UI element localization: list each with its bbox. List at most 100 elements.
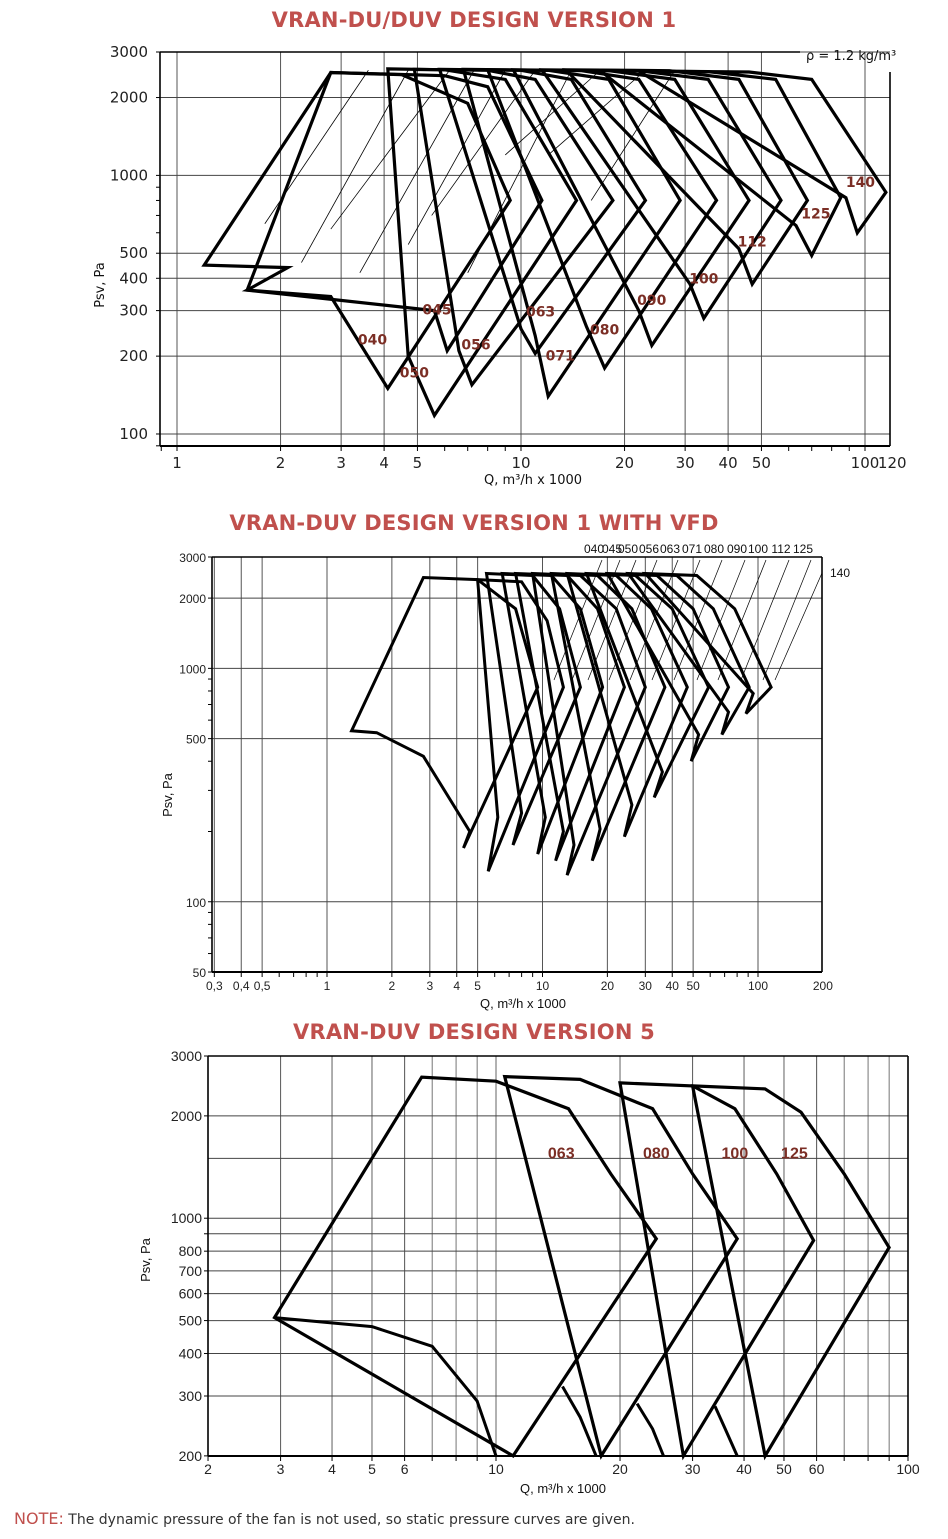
x-tick-label: 200 xyxy=(813,979,833,993)
size-label-080: 080 xyxy=(590,322,619,338)
size-label-125: 125 xyxy=(781,1145,808,1162)
lower-curve-063 xyxy=(274,1316,498,1457)
x-tick-label: 10 xyxy=(536,979,550,993)
x-axis-label: Q, m³/h x 1000 xyxy=(480,996,566,1011)
curves xyxy=(349,571,773,876)
y-tick-label: 100 xyxy=(119,425,148,443)
y-tick-label: 300 xyxy=(119,302,148,320)
x-tick-label: 2 xyxy=(276,454,286,472)
y-tick-label: 1000 xyxy=(179,662,206,676)
spur-curve-080 xyxy=(635,1402,665,1457)
y-tick-label: 700 xyxy=(179,1263,203,1279)
fan-curve-063 xyxy=(272,1075,659,1459)
legend-label-125: 125 xyxy=(793,542,813,556)
x-tick-label: 50 xyxy=(776,1461,792,1477)
x-tick-label: 10 xyxy=(488,1461,504,1477)
x-tick-label: 3 xyxy=(426,979,433,993)
x-tick-label: 0,4 xyxy=(233,979,250,993)
y-tick-label: 2000 xyxy=(179,592,206,606)
x-axis-label: Q, m³/h x 1000 xyxy=(520,1481,606,1496)
fan-curve-040 xyxy=(349,575,540,849)
y-tick-label: 500 xyxy=(186,733,206,747)
y-axis-label: Psv, Pa xyxy=(138,1237,153,1282)
curves xyxy=(272,1074,891,1461)
x-tick-label: 10 xyxy=(511,454,530,472)
size-label-056: 056 xyxy=(461,338,490,354)
size-label-063: 063 xyxy=(526,304,555,320)
legend-label-045: 045 xyxy=(602,542,622,556)
x-tick-label: 0,3 xyxy=(206,979,223,993)
fan-curve-071 xyxy=(461,67,682,401)
grid xyxy=(212,556,822,973)
fan-curve-125 xyxy=(690,1084,891,1461)
y-tick-label: 2000 xyxy=(110,89,148,107)
note-label: NOTE: xyxy=(14,1509,64,1528)
spur-curve-100 xyxy=(713,1405,739,1457)
y-tick-label: 1000 xyxy=(110,166,148,184)
y-tick-label: 50 xyxy=(193,966,207,980)
x-tick-label: 0,5 xyxy=(254,979,271,993)
y-tick-label: 500 xyxy=(179,1313,203,1329)
y-tick-label: 500 xyxy=(119,244,148,262)
legend-label-050: 050 xyxy=(618,542,638,556)
x-tick-label: 2 xyxy=(389,979,396,993)
x-tick-label: 40 xyxy=(666,979,680,993)
x-axis-label: Q, m³/h x 1000 xyxy=(484,473,582,488)
size-label-040: 040 xyxy=(358,332,387,348)
size-label-090: 090 xyxy=(637,293,666,309)
thin-guide-lines xyxy=(264,69,676,274)
y-tick-label: 300 xyxy=(179,1388,203,1404)
y-tick-label: 400 xyxy=(119,269,148,287)
x-tick-label: 50 xyxy=(686,979,700,993)
x-tick-label: 5 xyxy=(368,1461,376,1477)
size-label-100: 100 xyxy=(722,1145,749,1162)
y-tick-label: 100 xyxy=(186,896,206,910)
x-tick-label: 20 xyxy=(601,979,615,993)
x-tick-label: 4 xyxy=(453,979,460,993)
x-tick-label: 120 xyxy=(878,454,907,472)
x-tick-label: 5 xyxy=(413,454,423,472)
x-tick-label: 100 xyxy=(896,1461,920,1477)
y-tick-label: 3000 xyxy=(179,551,206,565)
size-label-045: 045 xyxy=(422,302,451,318)
y-tick-label: 400 xyxy=(179,1346,203,1362)
size-label-080: 080 xyxy=(643,1145,670,1162)
legend-label-056: 056 xyxy=(639,542,659,556)
legend-label-090: 090 xyxy=(727,542,747,556)
x-tick-label: 100 xyxy=(851,454,880,472)
x-tick-label: 5 xyxy=(474,979,481,993)
legend-label-100: 100 xyxy=(748,542,768,556)
footnote: NOTE: The dynamic pressure of the fan is… xyxy=(14,1509,635,1528)
y-tick-label: 200 xyxy=(179,1448,203,1464)
legend-label-063: 063 xyxy=(660,542,680,556)
size-label-050: 050 xyxy=(400,366,429,382)
chart2-title: VRAN-DUV DESIGN VERSION 1 WITH VFD xyxy=(229,511,719,535)
x-tick-label: 3 xyxy=(277,1461,285,1477)
chart1-title: VRAN-DU/DUV DESIGN VERSION 1 xyxy=(271,8,677,32)
legend-label-071: 071 xyxy=(682,542,702,556)
x-tick-label: 20 xyxy=(612,1461,628,1477)
fan-curve-140 xyxy=(641,571,773,715)
y-tick-label: 200 xyxy=(119,347,148,365)
y-tick-label: 2000 xyxy=(171,1108,202,1124)
fan-curve-045 xyxy=(475,578,565,872)
y-axis-label: Psv, Pa xyxy=(160,772,175,817)
x-tick-label: 100 xyxy=(748,979,768,993)
y-tick-label: 600 xyxy=(179,1286,203,1302)
chart3-title: VRAN-DUV DESIGN VERSION 5 xyxy=(293,1020,655,1044)
chart-1: 1 2 3 4 5 10 20 30 40 50 1001201002003004005001000… xyxy=(93,43,907,488)
x-tick-label: 60 xyxy=(809,1461,825,1477)
x-tick-label: 50 xyxy=(752,454,771,472)
note-text: The dynamic pressure of the fan is not u… xyxy=(63,1512,635,1528)
y-tick-label: 800 xyxy=(179,1243,203,1259)
y-tick-label: 3000 xyxy=(171,1048,202,1064)
y-tick-label: 3000 xyxy=(110,43,148,61)
size-label-071: 071 xyxy=(546,349,575,365)
chart-2: 0,3 0,4 0,5 1 2 3 4 5 10 20 30 40 50 100 200 50 100 500 10… xyxy=(160,542,850,1011)
legend-label-112: 112 xyxy=(771,542,790,556)
x-tick-label: 40 xyxy=(736,1461,752,1477)
x-tick-label: 1 xyxy=(324,979,331,993)
x-tick-label: 4 xyxy=(328,1461,336,1477)
